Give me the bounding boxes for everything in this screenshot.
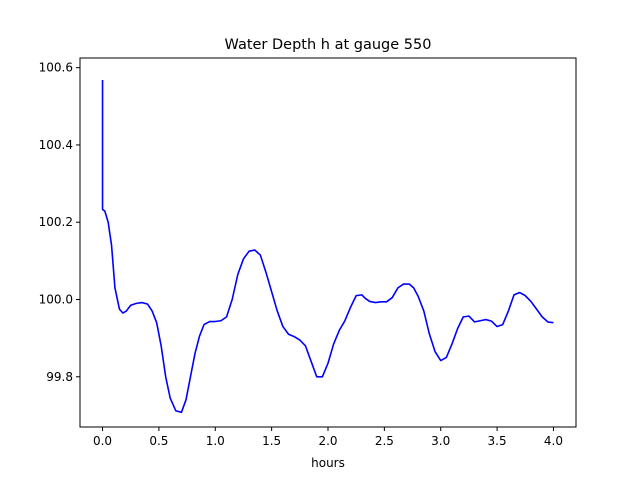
y-tick-label: 100.6 [39,61,73,75]
x-tick-label: 0.0 [93,434,112,448]
x-tick-label: 2.5 [375,434,394,448]
y-axis: 99.8 100.0 100.2 100.4 100.6 [39,61,80,384]
x-axis: 0.0 0.5 1.0 1.5 2.0 2.5 3.0 3.5 4.0 [93,427,563,448]
chart-title: Water Depth h at gauge 550 [225,37,432,53]
x-tick-label: 0.5 [149,434,168,448]
series-line [101,80,554,414]
plot-frame [79,57,577,428]
x-tick-label: 1.5 [262,434,281,448]
x-tick-label: 3.5 [488,434,507,448]
x-tick-label: 2.0 [318,434,337,448]
x-axis-label: hours [311,456,345,470]
y-tick-label: 100.0 [39,292,73,306]
y-tick-label: 100.2 [39,215,73,229]
x-tick-label: 3.0 [431,434,450,448]
y-tick-label: 99.8 [46,370,73,384]
x-tick-label: 1.0 [206,434,225,448]
plot-area [79,57,577,428]
y-tick-label: 100.4 [39,138,73,152]
x-tick-label: 4.0 [544,434,563,448]
